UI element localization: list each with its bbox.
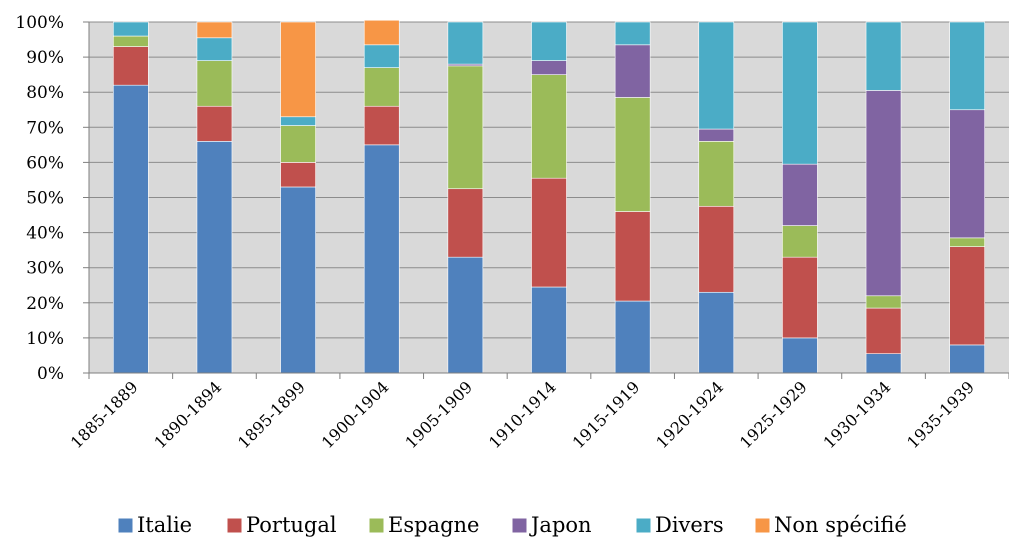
y-tick-label: 30% <box>26 259 64 279</box>
bar-segment <box>782 225 818 258</box>
y-tick-label: 80% <box>26 83 64 103</box>
legend-label: Japon <box>529 513 592 537</box>
legend-label: Espagne <box>388 513 479 537</box>
y-tick-label: 60% <box>26 153 64 173</box>
legend-label: Divers <box>655 513 724 537</box>
y-tick-label: 20% <box>26 294 64 314</box>
bar-segment <box>113 35 149 47</box>
bar-segment <box>949 21 985 111</box>
bar-segment <box>949 237 985 247</box>
legend-swatch <box>369 518 384 533</box>
bar-segment <box>782 163 818 226</box>
legend-swatch <box>755 518 770 533</box>
y-tick-label: 90% <box>26 48 64 68</box>
bar-segment <box>280 125 316 163</box>
legend-swatch <box>118 518 133 533</box>
bar-segment <box>363 144 400 374</box>
x-tick-labels: 1885-1889 1890-1894 1895-1899 1900-1904 1905… <box>67 377 978 452</box>
bar-segment <box>196 105 233 142</box>
x-tick-label: 1915-1919 <box>569 377 644 452</box>
legend-item: Non spécifié <box>755 513 907 537</box>
bar-segment <box>280 186 316 374</box>
bar-segment <box>196 37 233 61</box>
x-tick-label: 1885-1889 <box>67 377 142 452</box>
bar-segment <box>196 141 233 374</box>
bar-segment <box>865 307 902 354</box>
bar-segment <box>698 128 735 142</box>
x-tick-label: 1925-1929 <box>736 377 811 452</box>
y-tick-label: 0% <box>37 364 64 384</box>
bar-segment <box>782 337 818 374</box>
bar-segment <box>531 21 567 61</box>
x-tick-label: 1890-1894 <box>150 377 225 452</box>
x-tick-label: 1920-1924 <box>652 377 727 452</box>
bars <box>113 19 985 374</box>
legend-swatch <box>636 518 651 533</box>
bar-segment <box>698 21 735 130</box>
bar-segment <box>865 295 902 309</box>
y-tick-label: 100% <box>15 13 64 33</box>
bar-segment <box>196 60 233 107</box>
legend-item: Italie <box>118 513 192 537</box>
bar-segment <box>447 256 484 374</box>
bar-segment <box>363 19 400 46</box>
bar-segment <box>698 141 735 207</box>
bar-segment <box>698 205 735 293</box>
bar-segment <box>447 65 484 190</box>
bar-segment <box>782 256 818 339</box>
x-tick-label: 1935-1939 <box>903 377 978 452</box>
bar-segment <box>949 246 985 346</box>
bar-segment <box>531 177 567 288</box>
legend-item: Espagne <box>369 513 479 537</box>
bar-segment <box>531 286 567 374</box>
bar-segment <box>280 162 316 188</box>
bar-segment <box>949 344 985 374</box>
bar-segment <box>447 188 484 258</box>
bar-segment <box>113 46 149 86</box>
bar-segment <box>196 21 233 39</box>
bar-segment <box>113 21 149 37</box>
bar-segment <box>614 44 651 98</box>
y-tick-label: 50% <box>26 189 64 209</box>
bar-segment <box>363 67 400 107</box>
x-tick-label: 1930-1934 <box>820 377 895 452</box>
bar-segment <box>865 353 902 374</box>
bar-segment <box>614 300 651 374</box>
bar-segment <box>113 84 149 374</box>
legend-item: Japon <box>512 513 592 537</box>
legend-swatch <box>512 518 527 533</box>
legend: Italie Portugal Espagne Japon Divers Non spéc… <box>118 513 907 537</box>
bar-segment <box>531 74 567 179</box>
x-tick-label: 1910-1914 <box>485 377 560 452</box>
bar-segment <box>363 44 400 68</box>
bar-segment <box>949 109 985 239</box>
bar-segment <box>280 116 316 126</box>
legend-label: Non spécifié <box>774 513 907 537</box>
y-tick-label: 10% <box>26 329 64 349</box>
legend-label: Italie <box>137 513 192 537</box>
y-tick-label: 70% <box>26 118 64 138</box>
y-tick-labels: 0% 10% 20% 30% 40% 50% 60% 70% 80% 90% 100% <box>15 13 64 384</box>
bar-segment <box>614 21 651 46</box>
bar-segment <box>865 90 902 297</box>
bar-segment <box>614 211 651 302</box>
bar-segment <box>531 60 567 75</box>
x-tick-label: 1895-1899 <box>234 377 309 452</box>
legend-label: Portugal <box>246 513 337 537</box>
legend-swatch <box>227 518 242 533</box>
bar-segment <box>865 21 902 91</box>
legend-item: Divers <box>636 513 724 537</box>
bar-segment <box>614 97 651 212</box>
bar-segment <box>447 21 484 65</box>
y-tick-label: 40% <box>26 224 64 244</box>
bar-segment <box>280 21 316 118</box>
legend-item: Portugal <box>227 513 337 537</box>
bar-segment <box>782 21 818 165</box>
x-tick-label: 1900-1904 <box>318 377 393 452</box>
x-tick-label: 1905-1909 <box>401 377 476 452</box>
bar-segment <box>363 105 400 146</box>
axes <box>83 21 1009 379</box>
bar-segment <box>698 291 735 374</box>
